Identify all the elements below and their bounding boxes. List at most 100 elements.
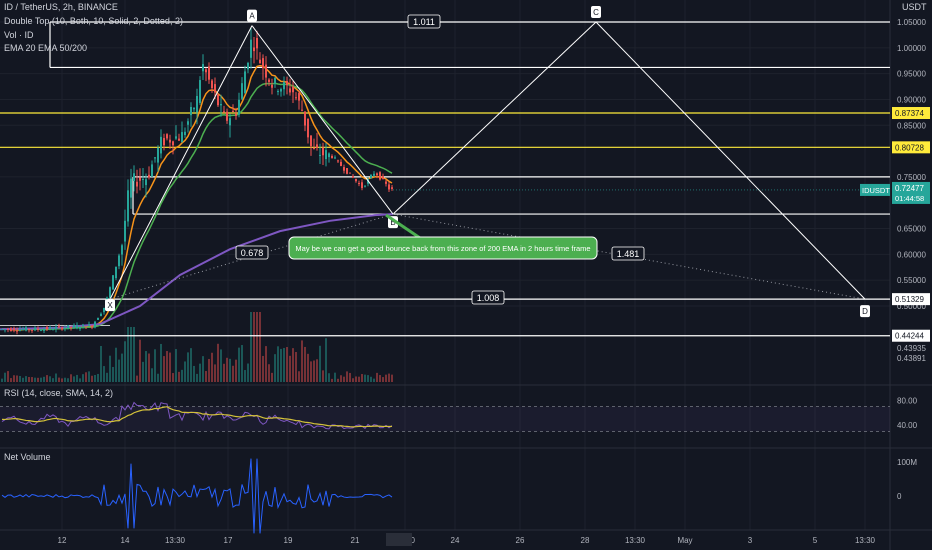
candle-body (10, 328, 12, 331)
candle-body (160, 136, 162, 154)
pattern-leg (392, 21, 597, 215)
candle-body (133, 173, 135, 182)
volume-bar (223, 363, 225, 382)
candle-body (316, 144, 318, 148)
price-badge (892, 107, 930, 120)
candle-body (154, 157, 156, 159)
time-axis[interactable]: 121413:3017192113:3024262813:30May3513:3… (58, 533, 876, 546)
candle-body (310, 135, 312, 147)
candle-body (91, 325, 93, 328)
candle-body (271, 84, 273, 88)
net-volume-panel[interactable]: 100M 0 (1, 458, 917, 534)
candle-body (109, 287, 111, 298)
candle-body (358, 182, 360, 184)
indicator-double-top[interactable]: Double Top (10, Both, 10, Solid, 2, Dott… (4, 16, 183, 26)
net-volume-tick-label: 0 (897, 492, 902, 501)
volume-bar (139, 339, 141, 382)
volume-bars (1, 312, 393, 382)
candle-body (355, 178, 357, 182)
volume-bar (346, 371, 348, 382)
volume-bar (148, 353, 150, 382)
pattern-point-a[interactable]: A (247, 9, 257, 22)
price-axis[interactable]: 1.05000 1.00000 0.95000 0.90000 0.85000 0.750… (393, 18, 930, 363)
time-tick-label: 13:30 (855, 536, 876, 545)
svg-text:1.008: 1.008 (477, 293, 500, 303)
indicator-ema[interactable]: EMA 20 EMA 50/200 (4, 43, 88, 53)
volume-bar (46, 375, 48, 382)
volume-bar (295, 352, 297, 382)
annotation-callout[interactable]: May be we can get a good bounce back fro… (288, 213, 598, 260)
candle-body (118, 255, 120, 267)
rsi-band (0, 406, 890, 432)
volume-bar (337, 378, 339, 382)
pattern-point-c[interactable]: C (591, 6, 601, 18)
candle-body (151, 164, 153, 177)
current-price-badge (892, 181, 930, 204)
volume-bar (166, 351, 168, 382)
rsi-title[interactable]: RSI (14, close, SMA, 14, 2) (4, 388, 114, 398)
rsi-panel[interactable]: 80.00 40.00 (0, 396, 918, 432)
candle-body (172, 141, 174, 146)
candle-body (139, 177, 141, 181)
volume-bar (97, 373, 99, 382)
volume-bar (52, 378, 54, 382)
volume-bar (361, 374, 363, 382)
volume-bar (373, 378, 375, 382)
volume-bar (217, 343, 219, 382)
volume-bar (55, 373, 57, 382)
time-tick-label: 24 (451, 536, 460, 545)
volume-bar (181, 369, 183, 382)
volume-bar (253, 312, 255, 382)
candle-body (199, 80, 201, 103)
candle-body (73, 325, 75, 328)
volume-bar (220, 349, 222, 382)
candle-body (22, 329, 24, 331)
candle-body (223, 111, 225, 113)
candle-body (274, 77, 276, 84)
volume-bar (286, 347, 288, 382)
candle-body (52, 329, 54, 331)
pattern-point-x[interactable]: X (105, 299, 115, 312)
volume-bar (370, 376, 372, 382)
volume-bar (163, 356, 165, 382)
volume-bar (355, 376, 357, 382)
rsi-tick-label: 80.00 (897, 396, 918, 405)
price-tick-label: 0.43891 (897, 354, 926, 363)
pattern-ratio-label: 1.481 (611, 246, 645, 261)
candle-body (232, 110, 234, 112)
volume-bar (85, 372, 87, 382)
candle-body (40, 330, 42, 332)
candle-body (235, 113, 237, 116)
candle-body (304, 111, 306, 126)
candle-body (145, 179, 147, 186)
volume-bar (226, 357, 228, 382)
pattern-point-d[interactable]: D (860, 305, 870, 318)
candle-body (64, 327, 66, 329)
net-volume-line (1, 458, 393, 534)
time-tick-label: May (677, 536, 692, 545)
candle-body (124, 220, 126, 242)
volume-bar (271, 372, 273, 382)
volume-bar (256, 312, 258, 382)
candle-body (301, 109, 303, 111)
svg-text:1.011: 1.011 (413, 17, 435, 27)
volume-bar (376, 372, 378, 382)
rsi-sma-line (1, 406, 393, 428)
pattern-leg (109, 25, 253, 300)
volume-bar (184, 361, 186, 382)
candle-body (256, 37, 258, 49)
volume-bar (292, 348, 294, 382)
candle-body (163, 138, 165, 146)
volume-bar (199, 363, 201, 382)
net-volume-title[interactable]: Net Volume (4, 452, 51, 462)
volume-bar (67, 378, 69, 382)
candle-body (142, 178, 144, 180)
volume-bar (235, 359, 237, 382)
candle-body (1, 328, 3, 330)
indicator-volume[interactable]: Vol · ID (4, 30, 34, 40)
volume-bar (118, 359, 120, 382)
candle-body (88, 324, 90, 326)
candle-body (55, 326, 57, 330)
